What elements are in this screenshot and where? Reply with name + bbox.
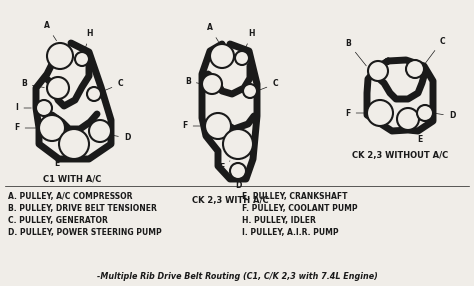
Text: C: C (103, 80, 123, 91)
Text: D: D (235, 182, 241, 190)
Text: E. PULLEY, CRANKSHAFT: E. PULLEY, CRANKSHAFT (242, 192, 347, 201)
Circle shape (87, 87, 101, 101)
Text: H: H (85, 29, 93, 49)
Circle shape (59, 129, 89, 159)
Text: C. PULLEY, GENERATOR: C. PULLEY, GENERATOR (8, 216, 108, 225)
Text: I. PULLEY, A.I.R. PUMP: I. PULLEY, A.I.R. PUMP (242, 228, 338, 237)
Circle shape (235, 51, 249, 65)
Text: CK 2,3 WITH A/C: CK 2,3 WITH A/C (191, 196, 268, 205)
Circle shape (202, 74, 222, 94)
Circle shape (39, 115, 65, 141)
Circle shape (205, 113, 231, 139)
Text: E: E (219, 161, 230, 172)
Text: -Multiple Rib Drive Belt Routing (C1, C/K 2,3 with 7.4L Engine): -Multiple Rib Drive Belt Routing (C1, C/… (97, 272, 377, 281)
Text: F: F (14, 124, 36, 132)
Text: E: E (412, 134, 423, 144)
Text: A. PULLEY, A/C COMPRESSOR: A. PULLEY, A/C COMPRESSOR (8, 192, 133, 201)
Text: H. PULLEY, IDLER: H. PULLEY, IDLER (242, 216, 316, 225)
Text: C: C (260, 80, 278, 90)
Text: A: A (44, 21, 56, 41)
Text: B: B (345, 39, 366, 66)
Text: D: D (436, 112, 455, 120)
Circle shape (417, 105, 433, 121)
Circle shape (368, 61, 388, 81)
Circle shape (47, 77, 69, 99)
Text: C: C (426, 37, 445, 63)
Text: B: B (21, 80, 44, 88)
Text: H: H (245, 29, 255, 49)
Circle shape (36, 100, 52, 116)
Circle shape (230, 163, 246, 179)
Text: D. PULLEY, POWER STEERING PUMP: D. PULLEY, POWER STEERING PUMP (8, 228, 162, 237)
Circle shape (223, 129, 253, 159)
Text: F: F (182, 122, 200, 130)
Circle shape (210, 44, 234, 68)
Text: B. PULLEY, DRIVE BELT TENSIONER: B. PULLEY, DRIVE BELT TENSIONER (8, 204, 157, 213)
Text: C1 WITH A/C: C1 WITH A/C (43, 174, 101, 183)
Circle shape (367, 100, 393, 126)
Circle shape (75, 52, 89, 66)
Text: A: A (207, 23, 219, 42)
Text: F: F (346, 108, 364, 118)
Text: D: D (114, 134, 130, 142)
Circle shape (89, 120, 111, 142)
Text: CK 2,3 WITHOUT A/C: CK 2,3 WITHOUT A/C (352, 151, 448, 160)
Circle shape (406, 60, 424, 78)
Text: B: B (185, 76, 199, 86)
Circle shape (47, 43, 73, 69)
Text: I: I (16, 104, 31, 112)
Text: F. PULLEY, COOLANT PUMP: F. PULLEY, COOLANT PUMP (242, 204, 357, 213)
Circle shape (397, 108, 419, 130)
Circle shape (243, 84, 257, 98)
Text: E: E (55, 159, 66, 168)
